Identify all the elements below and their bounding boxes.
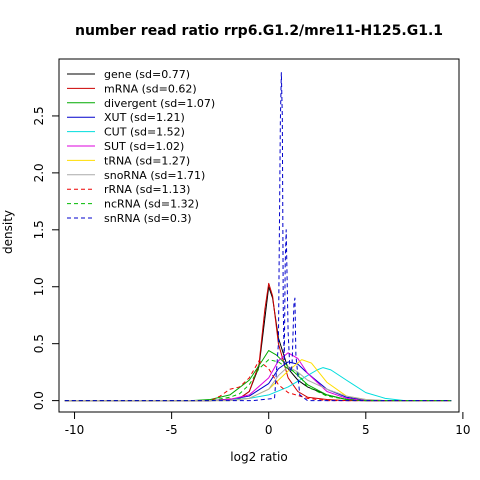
legend-label: rRNA (sd=1.13): [104, 183, 190, 196]
series-line-8: [64, 360, 452, 402]
legend-label: CUT (sd=1.52): [104, 126, 185, 139]
x-axis-label: log2 ratio: [230, 450, 287, 464]
series-line-10: [64, 72, 452, 402]
y-tick-label: 2.5: [32, 106, 46, 125]
x-tick-label: 5: [362, 423, 370, 437]
legend-label: ncRNA (sd=1.32): [104, 198, 199, 211]
legend-label: mRNA (sd=0.62): [104, 82, 197, 95]
y-tick-label: 1.5: [32, 220, 46, 239]
series-line-5: [64, 352, 452, 402]
y-tick-label: 0.0: [32, 391, 46, 410]
legend: gene (sd=0.77)mRNA (sd=0.62) divergent (s…: [67, 68, 215, 225]
legend-label: XUT (sd=1.21): [104, 111, 185, 124]
y-tick-label: 1.0: [32, 277, 46, 296]
x-axis: -10 -5 0 5 10: [65, 412, 471, 437]
y-tick-label: 0.5: [32, 334, 46, 353]
plot-frame: [58, 58, 460, 413]
legend-label: gene (sd=0.77): [104, 68, 190, 81]
legend-label: SUT (sd=1.02): [104, 140, 184, 153]
x-tick-label: -10: [65, 423, 85, 437]
y-axis: 0.0 0.5 1.0 1.5 2.0 2.5: [32, 106, 59, 410]
series-lines: [64, 72, 452, 402]
y-axis-label: density: [1, 210, 15, 254]
y-tick-label: 2.0: [32, 163, 46, 182]
chart-title: number read ratio rrp6.G1.2/mre11-H125.G…: [75, 23, 443, 39]
legend-label: snoRNA (sd=1.71): [104, 169, 205, 182]
legend-label: tRNA (sd=1.27): [104, 154, 190, 167]
legend-label: divergent (sd=1.07): [104, 97, 215, 110]
x-tick-label: 0: [265, 423, 273, 437]
series-line-7: [64, 365, 452, 402]
series-line-9: [64, 359, 452, 402]
x-tick-label: 10: [455, 423, 470, 437]
x-tick-label: -5: [166, 423, 178, 437]
legend-label: snRNA (sd=0.3): [104, 212, 192, 225]
